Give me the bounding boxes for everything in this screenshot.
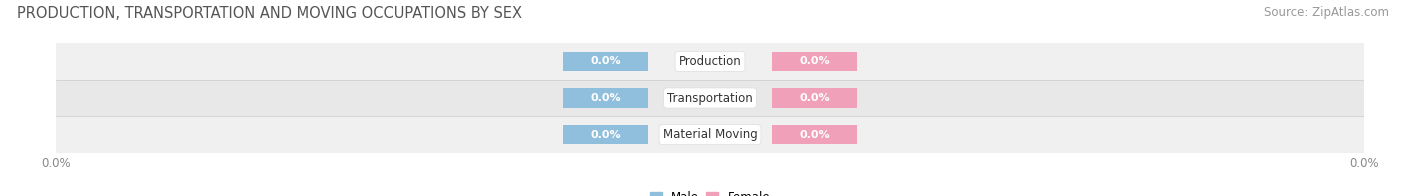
Text: 0.0%: 0.0% — [800, 93, 830, 103]
Bar — [562, 125, 648, 144]
Legend: Male, Female: Male, Female — [650, 191, 770, 196]
Text: 0.0%: 0.0% — [800, 130, 830, 140]
Bar — [772, 125, 858, 144]
Bar — [772, 88, 858, 108]
Text: 0.0%: 0.0% — [800, 56, 830, 66]
Bar — [56, 80, 1364, 116]
Text: Material Moving: Material Moving — [662, 128, 758, 141]
Bar — [772, 52, 858, 71]
Text: Source: ZipAtlas.com: Source: ZipAtlas.com — [1264, 6, 1389, 19]
Bar — [56, 116, 1364, 153]
Text: 0.0%: 0.0% — [591, 56, 620, 66]
Text: 0.0%: 0.0% — [591, 130, 620, 140]
Bar — [56, 43, 1364, 80]
Bar — [562, 52, 648, 71]
Text: Transportation: Transportation — [668, 92, 752, 104]
Text: 0.0%: 0.0% — [591, 93, 620, 103]
Bar — [562, 88, 648, 108]
Text: Production: Production — [679, 55, 741, 68]
Text: PRODUCTION, TRANSPORTATION AND MOVING OCCUPATIONS BY SEX: PRODUCTION, TRANSPORTATION AND MOVING OC… — [17, 6, 522, 21]
